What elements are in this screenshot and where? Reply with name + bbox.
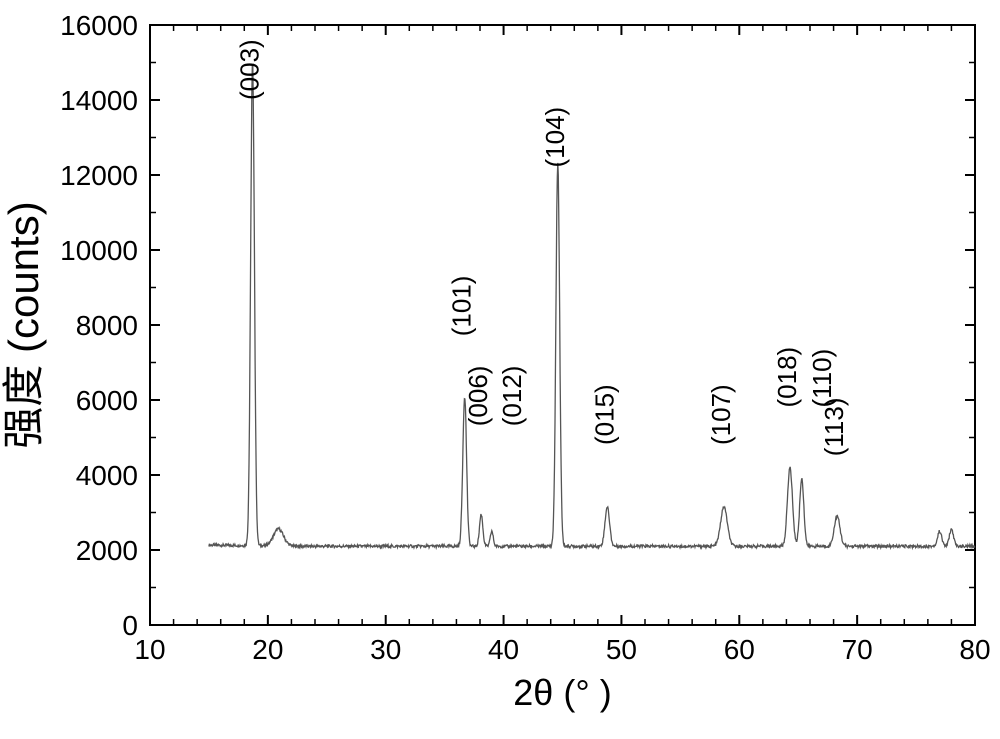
peak-label: (018) [772,347,802,408]
peak-label: (104) [540,107,570,168]
y-axis-title: 强度 (counts) [0,201,47,448]
y-tick-label: 10000 [60,235,138,266]
xrd-trace [209,65,975,548]
y-tick-label: 0 [122,610,138,641]
y-tick-label: 14000 [60,85,138,116]
peak-label: (113) [819,397,849,456]
y-tick-label: 6000 [76,385,138,416]
peak-label: (101) [447,276,477,337]
x-tick-label: 80 [959,634,990,665]
peak-label: (006) [463,366,493,427]
y-tick-label: 2000 [76,535,138,566]
x-tick-label: 30 [370,634,401,665]
peak-label: (107) [706,384,736,445]
x-tick-label: 40 [488,634,519,665]
x-tick-label: 10 [134,634,165,665]
peak-label: (003) [235,39,265,100]
x-tick-label: 50 [606,634,637,665]
x-tick-label: 70 [842,634,873,665]
y-tick-label: 12000 [60,160,138,191]
xrd-chart-container: { "canvas": { "width": 1000, "height": 7… [0,0,1000,739]
x-tick-label: 60 [724,634,755,665]
y-tick-label: 8000 [76,310,138,341]
x-axis-title: 2θ (° ) [513,672,611,713]
xrd-chart-svg: 10 20 30 40 50 60 70 80 0 2000 4000 6000 8000 10000 12… [0,0,1000,739]
peak-label: (015) [589,384,619,445]
y-tick-label: 16000 [60,10,138,41]
x-tick-label: 20 [252,634,283,665]
y-tick-label: 4000 [76,460,138,491]
peak-label: (012) [497,366,527,427]
